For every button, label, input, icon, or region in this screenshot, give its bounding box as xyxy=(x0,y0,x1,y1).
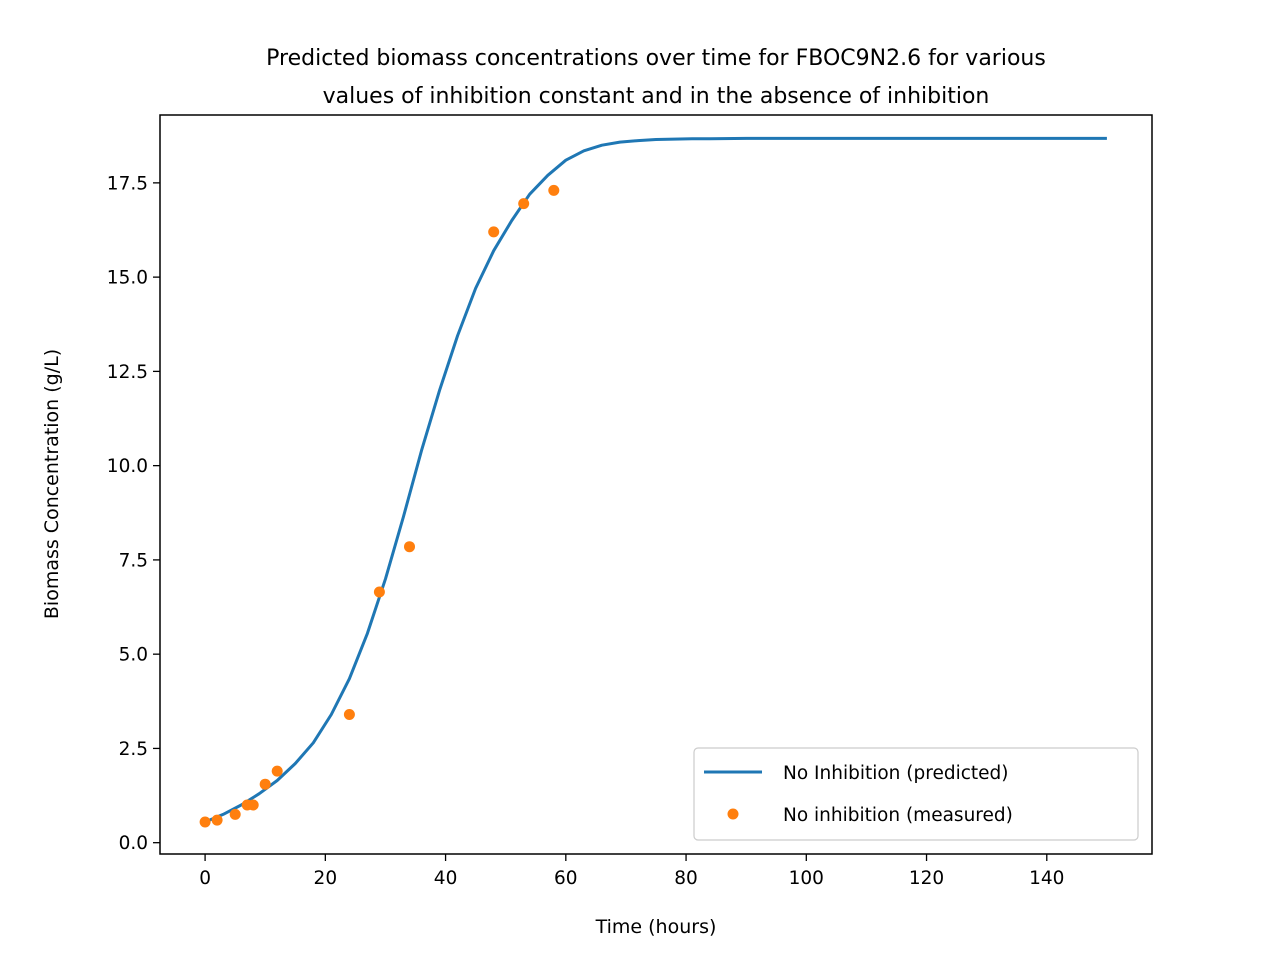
measured-point xyxy=(373,586,385,598)
measured-point xyxy=(343,709,355,720)
legend-box xyxy=(693,747,1139,841)
chart-title-line-2: values of inhibition constant and in the… xyxy=(323,84,990,109)
y-tick-label: 7.5 xyxy=(119,550,148,571)
y-axis: 0.0 2.5 5.0 7.5 10.0 12.5 15.0 17.5 xyxy=(107,173,160,854)
x-axis-label: Time (hours) xyxy=(595,916,717,938)
x-tick-label: 20 xyxy=(314,868,338,889)
series-line-predicted xyxy=(204,136,1107,824)
y-tick-label: 5.0 xyxy=(119,645,148,666)
y-tick-label: 0.0 xyxy=(119,833,148,854)
measured-point xyxy=(211,814,223,826)
y-tick-label: 2.5 xyxy=(119,739,148,760)
x-tick-label: 140 xyxy=(1029,868,1064,889)
legend-dot-sample xyxy=(727,808,739,820)
y-tick-label: 17.5 xyxy=(107,173,148,194)
measured-point xyxy=(271,765,283,777)
measured-point xyxy=(488,226,500,238)
measured-point xyxy=(199,816,211,828)
measured-point xyxy=(548,184,560,196)
x-axis: 0 20 40 60 80 100 120 140 xyxy=(199,854,1064,889)
chart-title-line-1: Predicted biomass concentrations over ti… xyxy=(266,46,1046,71)
legend-label-measured: No inhibition (measured) xyxy=(783,805,1013,826)
legend-label-predicted: No Inhibition (predicted) xyxy=(783,763,1008,784)
x-tick-label: 80 xyxy=(674,868,698,889)
y-axis-label: Biomass Concentration (g/L) xyxy=(41,349,63,619)
x-tick-label: 100 xyxy=(789,868,824,889)
measured-point xyxy=(518,198,530,210)
x-tick-label: 120 xyxy=(909,868,944,889)
measured-point xyxy=(259,778,271,790)
plot-area xyxy=(199,136,1107,828)
measured-point xyxy=(247,799,259,811)
measured-point xyxy=(404,541,415,553)
y-tick-label: 15.0 xyxy=(107,268,148,289)
y-tick-label: 12.5 xyxy=(107,362,148,383)
axes-frame xyxy=(159,114,1153,855)
y-tick-label: 10.0 xyxy=(107,456,148,477)
legend: No Inhibition (predicted) No inhibition … xyxy=(693,747,1139,841)
x-tick-label: 60 xyxy=(554,868,578,889)
x-tick-label: 0 xyxy=(199,868,211,889)
measured-point xyxy=(229,808,241,820)
x-tick-label: 40 xyxy=(434,868,458,889)
